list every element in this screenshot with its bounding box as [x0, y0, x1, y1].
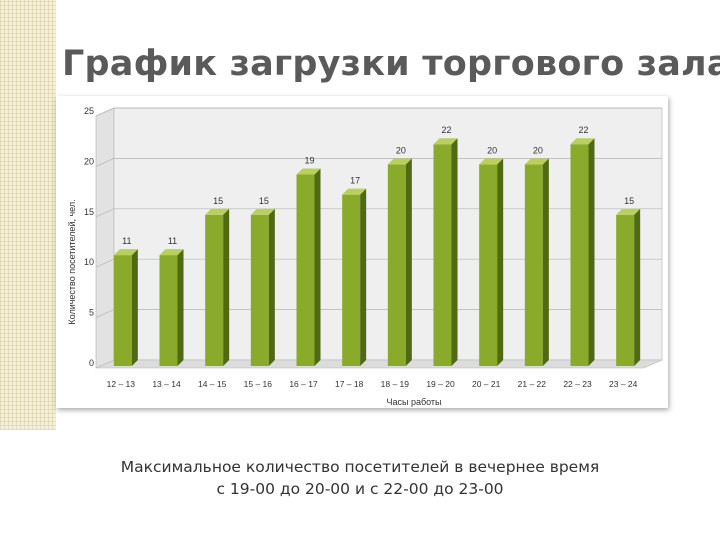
bar-front	[296, 174, 315, 366]
x-tick-label: 19 – 20	[426, 379, 455, 389]
x-tick-label: 22 – 23	[563, 379, 592, 389]
chart-caption: Максимальное количество посетителей в ве…	[110, 456, 610, 500]
bar	[524, 158, 549, 366]
bar	[342, 188, 367, 366]
bar-top	[205, 208, 230, 215]
bar	[570, 138, 595, 366]
bar	[159, 249, 184, 366]
bar-side	[360, 188, 367, 366]
data-label: 15	[213, 196, 223, 206]
gridline	[95, 107, 662, 117]
bar-front	[387, 164, 406, 366]
bar-side	[588, 138, 595, 366]
bar-front	[159, 255, 178, 366]
bar-top	[524, 158, 549, 165]
bar-top	[113, 249, 138, 256]
bar-side	[542, 158, 549, 366]
data-label: 15	[624, 196, 634, 206]
bar	[205, 208, 230, 366]
bar-side	[405, 158, 412, 366]
bar-side	[223, 208, 230, 366]
chart-floor	[95, 359, 663, 369]
bar-top	[616, 208, 641, 215]
x-tick-label: 14 – 15	[198, 379, 227, 389]
data-label: 15	[259, 196, 269, 206]
bar-side	[268, 208, 275, 366]
y-tick-label: 10	[84, 257, 94, 267]
caption-line-1: Максимальное количество посетителей в ве…	[120, 458, 600, 476]
data-label: 20	[396, 145, 406, 155]
gridline	[95, 158, 662, 167]
bar-top	[387, 158, 412, 165]
x-axis-label: Часы работы	[386, 397, 441, 407]
bar-top	[433, 138, 458, 145]
bar	[479, 158, 504, 366]
bar-front	[479, 164, 498, 366]
data-label: 20	[487, 145, 497, 155]
x-tick-label: 18 – 19	[381, 379, 410, 389]
y-tick-label: 15	[84, 207, 94, 217]
data-label: 11	[122, 236, 131, 246]
data-label: 17	[350, 176, 360, 186]
bar-front	[205, 214, 224, 366]
bar-front	[616, 214, 635, 366]
bar	[433, 138, 458, 366]
x-tick-label: 23 – 24	[609, 379, 638, 389]
bar-front	[524, 164, 543, 366]
bar-side	[451, 138, 458, 366]
bar	[387, 158, 412, 366]
bar-front	[113, 255, 132, 366]
bar-top	[159, 249, 184, 256]
bar-side	[634, 208, 641, 366]
x-tick-label: 13 – 14	[152, 379, 181, 389]
bar-front	[433, 144, 452, 366]
caption-line-2: с 19-00 до 20-00 и с 22-00 до 23-00	[216, 480, 504, 498]
y-tick-label: 20	[84, 156, 94, 166]
data-label: 20	[533, 145, 543, 155]
bar-front	[342, 194, 361, 366]
bar	[616, 208, 641, 366]
decorative-stripe	[0, 0, 56, 430]
x-tick-label: 20 – 21	[472, 379, 501, 389]
bar-top	[296, 168, 321, 175]
y-tick-label: 25	[84, 106, 94, 116]
y-axis-label: Количество посетителей, чел.	[67, 199, 77, 324]
y-tick-label: 5	[89, 308, 94, 318]
data-label: 11	[168, 236, 177, 246]
x-tick-label: 15 – 16	[244, 379, 273, 389]
bar-front	[570, 144, 589, 366]
bar-side	[177, 249, 184, 366]
slide-title: График загрузки торгового зала	[62, 44, 720, 84]
x-tick-label: 16 – 17	[289, 379, 318, 389]
chart-panel: 0 5 10 15 20 25 11 11 15 15 19 17 20 22 20 20 22 15 12 –…	[56, 96, 668, 408]
data-label: 22	[441, 125, 451, 135]
bar-top	[479, 158, 504, 165]
bar	[113, 249, 138, 366]
bar-top	[342, 188, 367, 195]
data-label: 19	[304, 155, 314, 165]
x-tick-label: 17 – 18	[335, 379, 364, 389]
bar-chart: 0 5 10 15 20 25 11 11 15 15 19 17 20 22 20 20 22 15 12 –…	[67, 106, 663, 407]
bar-side	[131, 249, 138, 366]
bar-side	[314, 168, 321, 366]
bar	[296, 168, 321, 366]
bar-top	[570, 138, 595, 145]
x-tick-label: 21 – 22	[518, 379, 547, 389]
x-tick-label: 12 – 13	[107, 379, 136, 389]
side-wall	[95, 107, 115, 369]
bar-side	[497, 158, 504, 366]
bar	[250, 208, 275, 366]
data-label: 22	[578, 125, 588, 135]
y-tick-label: 0	[89, 358, 94, 368]
bar-top	[250, 208, 275, 215]
bar-front	[250, 214, 269, 366]
